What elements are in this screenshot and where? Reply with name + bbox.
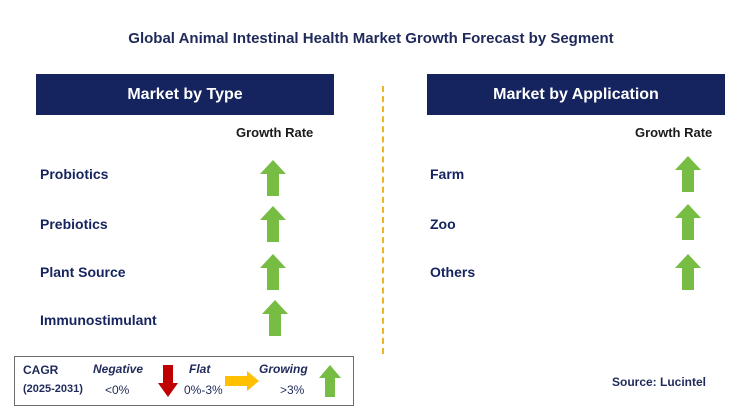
row-label-plant-source: Plant Source [40, 264, 126, 280]
source-label: Source: Lucintel [612, 375, 707, 389]
orange-right-arrow-icon [225, 371, 259, 391]
red-down-arrow-icon [158, 365, 178, 397]
green-up-arrow-icon [260, 160, 286, 196]
legend-years-label: (2025-2031) [23, 383, 83, 395]
green-up-arrow-icon [675, 204, 701, 240]
row-label-others: Others [430, 264, 476, 280]
green-up-arrow-icon [260, 254, 286, 290]
panel-divider [382, 86, 384, 354]
green-up-arrow-icon [260, 206, 286, 242]
legend-box: CAGR (2025-2031) Negative <0% Flat 0%-3%… [14, 356, 354, 406]
row-label-immunostimulant: Immunostimulant [40, 312, 157, 328]
green-up-arrow-icon [675, 254, 701, 290]
market-by-type-header: Market by Type [36, 74, 334, 115]
legend-flat-label: Flat [189, 362, 211, 376]
legend-cagr-label: CAGR [23, 363, 59, 377]
market-by-application-header: Market by Application [427, 74, 725, 115]
growth-rate-label-right: Growth Rate [635, 125, 713, 140]
green-up-arrow-icon [262, 300, 288, 336]
row-label-prebiotics: Prebiotics [40, 216, 108, 232]
green-up-arrow-icon [319, 365, 341, 397]
legend-growing-range: >3% [280, 383, 305, 397]
row-label-farm: Farm [430, 166, 465, 182]
legend-negative-label: Negative [93, 362, 144, 376]
green-up-arrow-icon [675, 156, 701, 192]
chart-title: Global Animal Intestinal Health Market G… [128, 30, 614, 47]
row-label-probiotics: Probiotics [40, 166, 109, 182]
growth-rate-label-left: Growth Rate [236, 125, 314, 140]
legend-flat-range: 0%-3% [184, 383, 223, 397]
legend-negative-range: <0% [105, 383, 130, 397]
row-label-zoo: Zoo [430, 216, 456, 232]
legend-growing-label: Growing [259, 362, 308, 376]
